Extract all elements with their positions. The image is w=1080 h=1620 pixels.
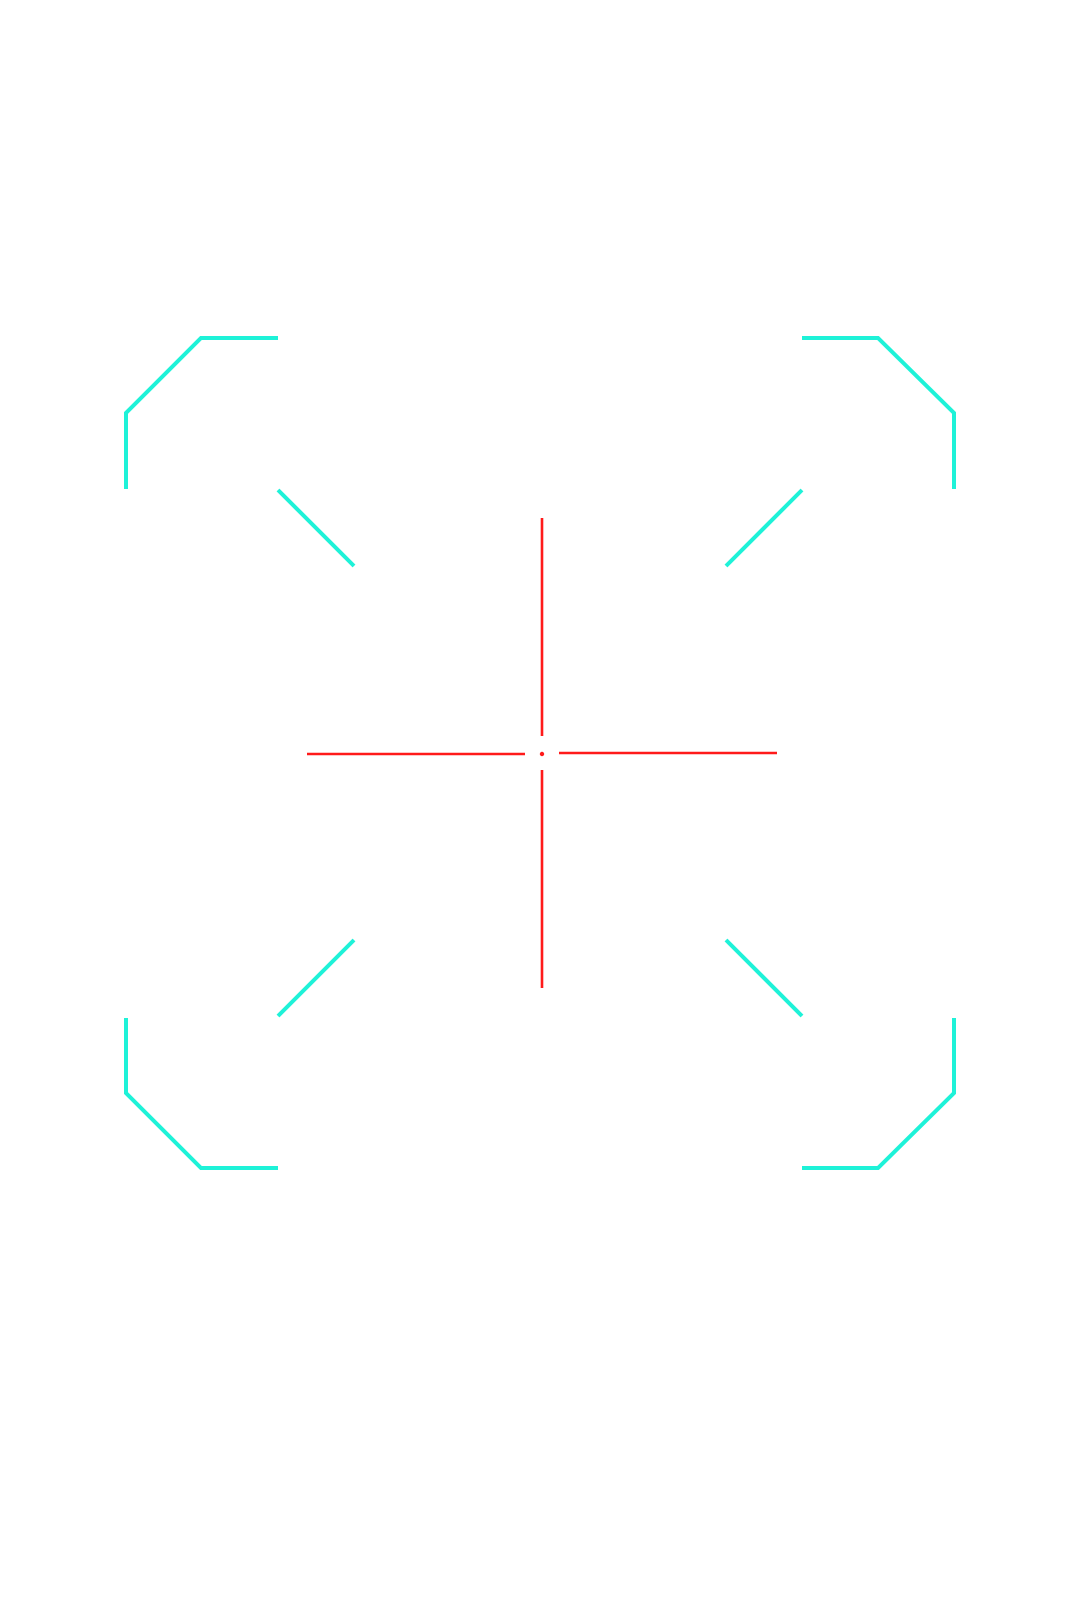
frame-diagonal-top-right xyxy=(724,488,804,568)
crosshair-center-dot xyxy=(539,751,545,757)
frame-diagonal-bottom-right xyxy=(724,938,804,1018)
scan-frame-icon xyxy=(124,336,956,1170)
frame-corner-bottom-right xyxy=(802,1018,956,1170)
frame-diagonal-top-left xyxy=(276,488,356,568)
frame-diagonal-bottom-left xyxy=(276,938,356,1018)
crosshair-icon xyxy=(307,518,777,988)
frame-corner-top-right xyxy=(802,336,956,489)
frame-corner-bottom-left xyxy=(124,1018,278,1170)
frame-corner-top-left xyxy=(124,336,278,489)
